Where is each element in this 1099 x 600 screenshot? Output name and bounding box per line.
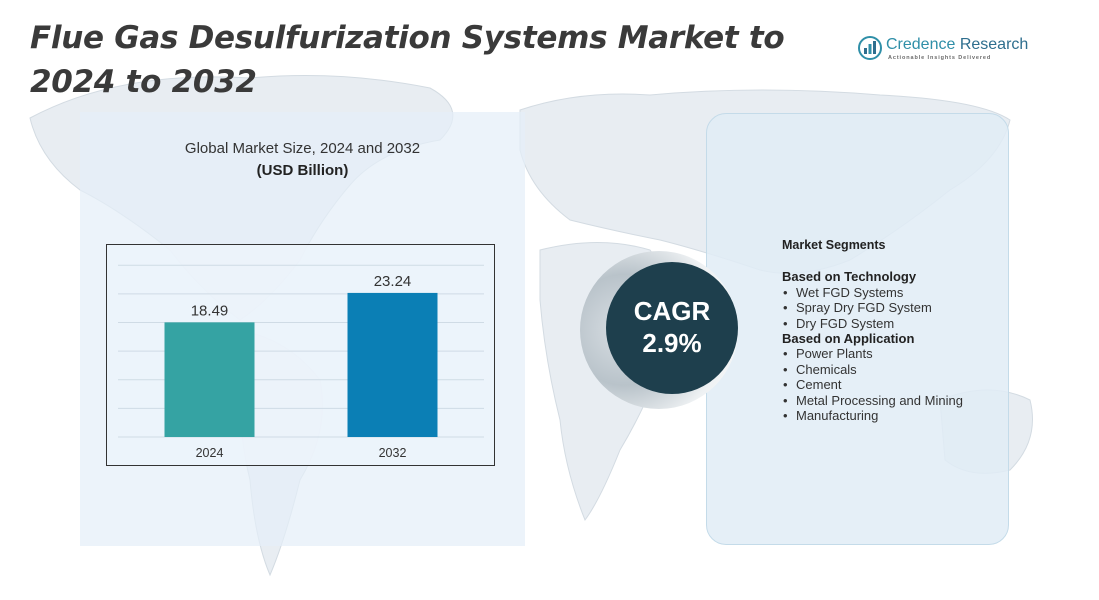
bar-chart: 18.49 2024 23.24 2032	[118, 264, 484, 460]
credence-research-logo: Credence Research Actionable Insights De…	[858, 34, 1028, 64]
x-tick-label-2032: 2032	[379, 446, 407, 460]
segment-item: Spray Dry FGD System	[782, 300, 997, 316]
cagr-badge: CAGR 2.9%	[606, 262, 738, 394]
bar-chart-frame: 18.49 2024 23.24 2032	[106, 244, 495, 466]
segment-list: Power Plants Chemicals Cement Metal Proc…	[782, 346, 997, 423]
cagr-value: 2.9%	[642, 328, 702, 358]
logo-name-part1: Credence	[886, 36, 956, 53]
segment-list: Wet FGD Systems Spray Dry FGD System Dry…	[782, 285, 997, 332]
segment-group-title: Based on Technology	[782, 269, 917, 285]
logo-name: Credence Research	[886, 36, 1028, 54]
logo-tagline: Actionable Insights Delivered	[888, 55, 992, 61]
logo-name-part2: Research	[959, 36, 1029, 53]
bar-chart-logo-icon	[858, 36, 882, 60]
bar-2024	[164, 322, 255, 437]
segments-heading: Market Segments	[782, 238, 886, 252]
segment-item: Dry FGD System	[782, 316, 997, 332]
segment-group-application: Based on Application Power Plants Chemic…	[782, 331, 997, 424]
segment-item: Manufacturing	[782, 408, 997, 424]
segment-item: Cement	[782, 377, 997, 393]
cagr-label: CAGR	[633, 296, 711, 326]
segment-group-title: Based on Application	[782, 331, 915, 347]
market-segments: Market Segments Based on Technology Wet …	[782, 238, 997, 424]
segment-group-technology: Based on Technology Wet FGD Systems Spra…	[782, 269, 997, 331]
page-title: Flue Gas Desulfurization Systems Market …	[30, 20, 785, 100]
segment-item: Chemicals	[782, 362, 997, 378]
segment-item: Power Plants	[782, 346, 997, 362]
segment-item: Wet FGD Systems	[782, 285, 997, 301]
x-tick-label-2024: 2024	[196, 446, 224, 460]
data-label-2024: 18.49	[191, 302, 229, 319]
segment-item: Metal Processing and Mining	[782, 393, 997, 409]
bar-2032	[347, 292, 438, 437]
chart-unit-label: (USD Billion)	[256, 162, 349, 179]
data-label-2032: 23.24	[374, 273, 412, 290]
chart-title: Global Market Size, 2024 and 2032	[184, 140, 421, 157]
